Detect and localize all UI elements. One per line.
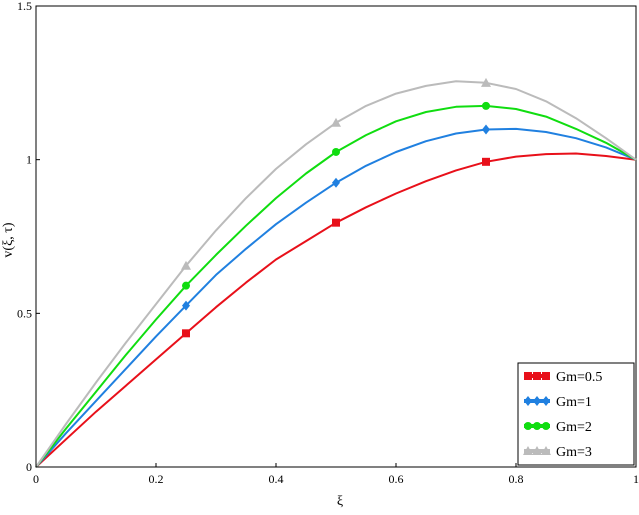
- x-axis-label: ξ: [337, 494, 343, 509]
- legend-marker-gm-0-5: [533, 372, 541, 380]
- data-point-gm-1: [482, 124, 490, 135]
- y-tick-label: 1.5: [17, 0, 32, 13]
- legend-marker-gm-1: [524, 396, 532, 406]
- legend-marker-gm-2: [524, 422, 532, 430]
- data-point-gm-1: [182, 300, 190, 311]
- series-layer: [35, 77, 637, 468]
- x-tick-label: 0: [33, 472, 39, 486]
- data-point-gm-3: [481, 77, 491, 87]
- legend-marker-gm-3: [532, 446, 542, 455]
- legend-label-gm-3: Gm=3: [556, 445, 592, 460]
- y-tick-label: 0.5: [17, 306, 32, 320]
- legend-label-gm-1: Gm=1: [556, 395, 592, 410]
- data-point-gm-1: [332, 177, 340, 188]
- x-tick-label: 0.6: [389, 472, 404, 486]
- data-point-gm-2: [482, 101, 490, 110]
- tick-layer: 0 0.2 0.4 0.6 0.8 1 0 0.5 1 1.5: [17, 0, 639, 486]
- data-point-gm-3: [331, 117, 341, 127]
- x-tick-label: 0.8: [509, 472, 524, 486]
- data-point-gm-0-5: [482, 157, 490, 166]
- y-axis-label: v(ξ, τ): [1, 222, 16, 258]
- data-point-gm-3: [181, 260, 191, 270]
- y-tick-label: 0: [26, 460, 32, 474]
- x-tick-label: 0.4: [269, 472, 284, 486]
- legend-label-gm-2: Gm=2: [556, 420, 592, 435]
- legend: Gm=0.5 Gm=1 Gm=2 Gm=3: [517, 362, 635, 466]
- data-point-gm-2: [182, 281, 190, 290]
- legend-marker-gm-0-5: [524, 372, 532, 380]
- x-tick-label: 1: [633, 472, 639, 486]
- legend-marker-gm-0-5: [542, 372, 550, 380]
- legend-marker-gm-3: [523, 446, 533, 455]
- legend-marker-gm-1: [533, 396, 541, 406]
- data-point-gm-0-5: [182, 329, 190, 338]
- legend-label-gm-0-5: Gm=0.5: [556, 370, 602, 385]
- legend-marker-gm-3: [541, 446, 551, 455]
- x-tick-label: 0.2: [149, 472, 164, 486]
- plot-frame: [35, 5, 637, 468]
- legend-marker-gm-1: [542, 396, 550, 406]
- legend-marker-gm-2: [533, 422, 541, 430]
- legend-marker-gm-2: [542, 422, 550, 430]
- y-tick-label: 1: [26, 153, 32, 167]
- data-point-gm-2: [332, 147, 340, 156]
- data-point-gm-0-5: [332, 218, 340, 227]
